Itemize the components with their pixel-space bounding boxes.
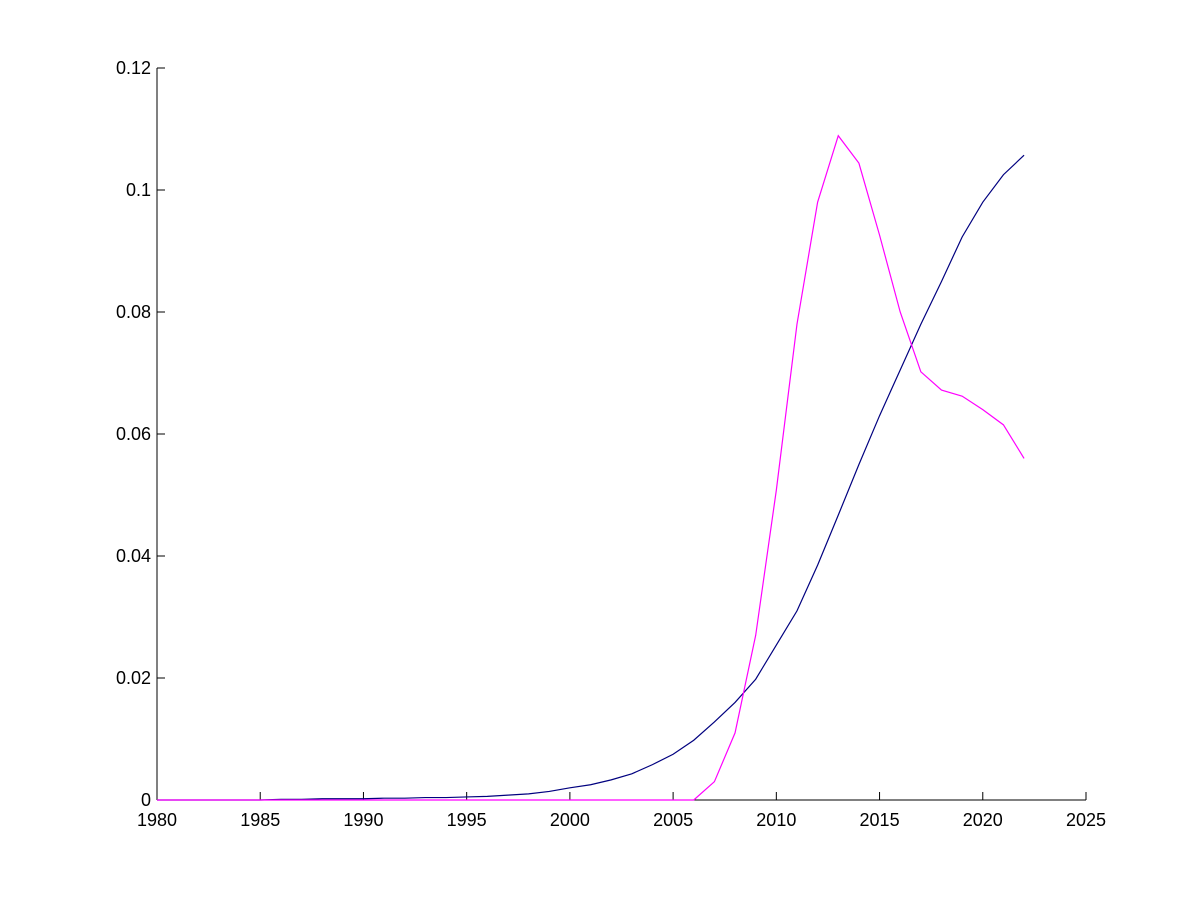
x-tick-label: 1980 <box>137 810 177 830</box>
x-tick-label: 1985 <box>240 810 280 830</box>
y-tick-label: 0.04 <box>116 546 151 566</box>
x-tick-label: 2010 <box>756 810 796 830</box>
y-tick-label: 0 <box>141 790 151 810</box>
x-tick-label: 1990 <box>343 810 383 830</box>
y-tick-label: 0.08 <box>116 302 151 322</box>
y-tick-label: 0.12 <box>116 58 151 78</box>
y-tick-label: 0.1 <box>126 180 151 200</box>
x-tick-label: 2020 <box>963 810 1003 830</box>
x-tick-label: 2025 <box>1066 810 1106 830</box>
line-series <box>157 154 1025 801</box>
x-tick-label: 2005 <box>653 810 693 830</box>
x-tick-label: 2000 <box>550 810 590 830</box>
y-tick-label: 0.06 <box>116 424 151 444</box>
x-tick-label: 2015 <box>860 810 900 830</box>
line-series <box>157 134 1025 801</box>
x-tick-label: 1995 <box>447 810 487 830</box>
y-tick-label: 0.02 <box>116 668 151 688</box>
